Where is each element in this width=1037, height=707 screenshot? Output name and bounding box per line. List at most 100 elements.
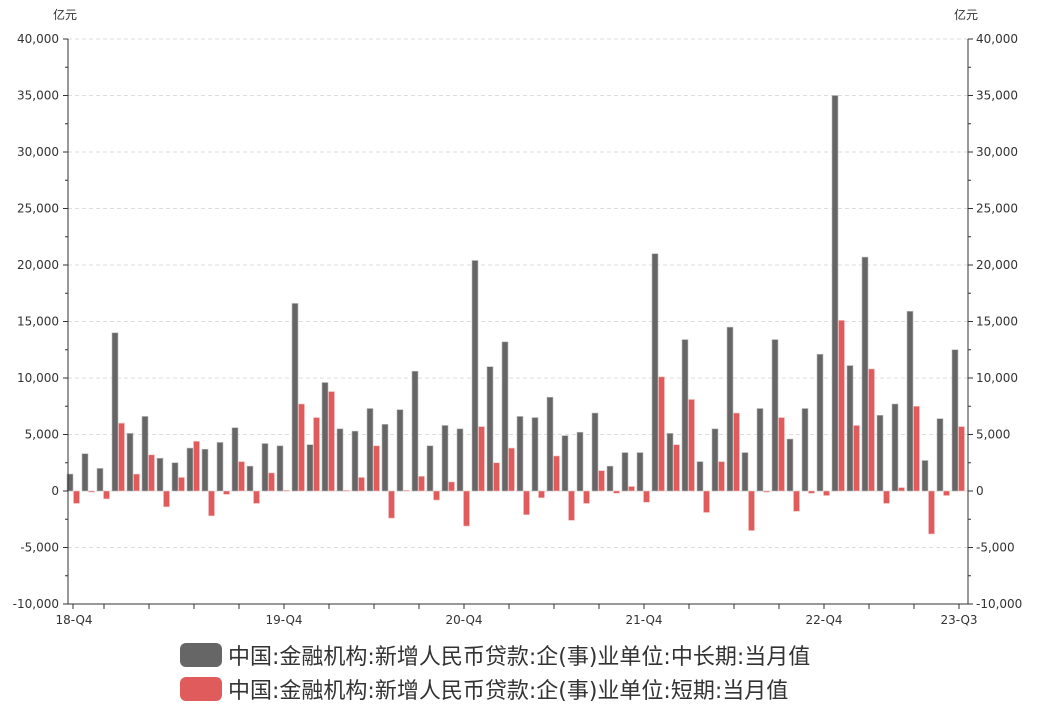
- bar-long-term: [816, 353, 824, 492]
- bar-long-term: [456, 428, 464, 492]
- bar-short-term: [883, 490, 890, 504]
- bar-short-term: [673, 444, 680, 492]
- bar-long-term: [381, 424, 389, 492]
- bar-short-term: [718, 461, 725, 492]
- bar-long-term: [951, 349, 959, 492]
- bar-long-term: [66, 473, 74, 492]
- bar-long-term: [846, 365, 854, 492]
- bar-short-term: [778, 417, 785, 492]
- bar-long-term: [771, 339, 779, 492]
- bar-short-term: [808, 490, 815, 494]
- bar-long-term: [216, 442, 224, 492]
- x-tick-label: 22-Q4: [805, 613, 842, 627]
- y-tick-label-left: 0: [51, 484, 59, 498]
- x-tick-label: 23-Q3: [940, 613, 977, 627]
- legend-item-long-term[interactable]: 中国:金融机构:新增人民币贷款:企(事)业单位:中长期:当月值: [180, 638, 810, 672]
- bar-long-term: [876, 414, 884, 492]
- bar-short-term: [223, 490, 230, 495]
- bar-long-term: [96, 468, 104, 492]
- bar-long-term: [141, 416, 149, 492]
- legend: 中国:金融机构:新增人民币贷款:企(事)业单位:中长期:当月值 中国:金融机构:…: [180, 638, 810, 706]
- bar-long-term: [111, 332, 119, 492]
- y-tick-label-left: 30,000: [17, 145, 59, 159]
- bar-short-term: [478, 426, 485, 492]
- bar-long-term: [681, 339, 689, 492]
- x-tick-label: 19-Q4: [265, 613, 302, 627]
- legend-item-short-term[interactable]: 中国:金融机构:新增人民币贷款:企(事)业单位:短期:当月值: [180, 672, 810, 706]
- bar-long-term: [651, 253, 659, 492]
- bar-long-term: [606, 465, 614, 492]
- bar-long-term: [156, 457, 164, 492]
- bar-long-term: [171, 462, 179, 492]
- bar-long-term: [561, 435, 569, 492]
- bar-long-term: [906, 311, 914, 492]
- bar-long-term: [546, 396, 554, 492]
- legend-label-short-term: 中国:金融机构:新增人民币贷款:企(事)业单位:短期:当月值: [228, 679, 789, 704]
- bar-short-term: [853, 425, 860, 492]
- bar-short-term: [688, 399, 695, 492]
- bar-long-term: [531, 417, 539, 492]
- bar-short-term: [403, 490, 410, 492]
- bar-short-term: [823, 490, 830, 496]
- bar-long-term: [261, 443, 269, 492]
- bar-short-term: [463, 490, 470, 527]
- bar-long-term: [336, 428, 344, 492]
- y-tick-label-right: 0: [976, 484, 984, 498]
- bar-short-term: [868, 368, 875, 492]
- y-tick-label-right: 15,000: [976, 315, 1018, 329]
- bar-long-term: [861, 256, 869, 492]
- y-tick-label-right: 20,000: [976, 258, 1018, 272]
- bar-long-term: [426, 445, 434, 492]
- bar-long-term: [441, 425, 449, 492]
- x-tick-label: 20-Q4: [445, 613, 482, 627]
- bar-short-term: [658, 376, 665, 492]
- bar-short-term: [178, 477, 185, 492]
- bar-long-term: [411, 370, 419, 492]
- bar-long-term: [471, 260, 479, 492]
- bar-short-term: [208, 490, 215, 517]
- bar-long-term: [306, 444, 314, 492]
- bars: [66, 95, 965, 535]
- bar-long-term: [696, 461, 704, 492]
- legend-swatch-short-term: [180, 677, 222, 701]
- bar-short-term: [748, 490, 755, 531]
- y-tick-label-right: -5,000: [976, 541, 1015, 555]
- legend-label-long-term: 中国:金融机构:新增人民币贷款:企(事)业单位:中长期:当月值: [228, 645, 811, 670]
- bar-short-term: [643, 490, 650, 503]
- bar-short-term: [313, 417, 320, 492]
- bar-long-term: [726, 326, 734, 492]
- x-tick-label: 21-Q4: [625, 613, 662, 627]
- bar-long-term: [591, 412, 599, 492]
- bar-short-term: [163, 490, 170, 508]
- bar-long-term: [711, 428, 719, 492]
- bar-short-term: [283, 490, 290, 492]
- bar-short-term: [328, 391, 335, 492]
- y-tick-label-left: 15,000: [17, 315, 59, 329]
- bar-short-term: [118, 422, 125, 492]
- bar-long-term: [81, 453, 89, 492]
- bar-long-term: [891, 403, 899, 492]
- y-tick-label-left: 20,000: [17, 258, 59, 272]
- y-tick-label-right: 5,000: [976, 428, 1010, 442]
- bar-short-term: [508, 447, 515, 492]
- y-tick-label-right: 25,000: [976, 202, 1018, 216]
- bar-short-term: [838, 320, 845, 492]
- bar-short-term: [193, 440, 200, 492]
- bar-short-term: [553, 455, 560, 492]
- bar-long-term: [936, 418, 944, 492]
- bar-long-term: [231, 427, 239, 492]
- bar-short-term: [298, 403, 305, 492]
- y-tick-label-left: 40,000: [17, 32, 59, 46]
- y-axis-right-unit: 亿元: [954, 7, 978, 22]
- bar-short-term: [733, 412, 740, 492]
- bar-short-term: [943, 490, 950, 496]
- bar-long-term: [756, 408, 764, 492]
- bar-short-term: [388, 490, 395, 519]
- bar-long-term: [201, 448, 209, 492]
- bar-long-term: [126, 433, 134, 492]
- bar-long-term: [276, 445, 284, 492]
- bar-long-term: [291, 303, 299, 492]
- bar-short-term: [523, 490, 530, 516]
- bar-long-term: [786, 438, 794, 492]
- bar-long-term: [501, 341, 509, 492]
